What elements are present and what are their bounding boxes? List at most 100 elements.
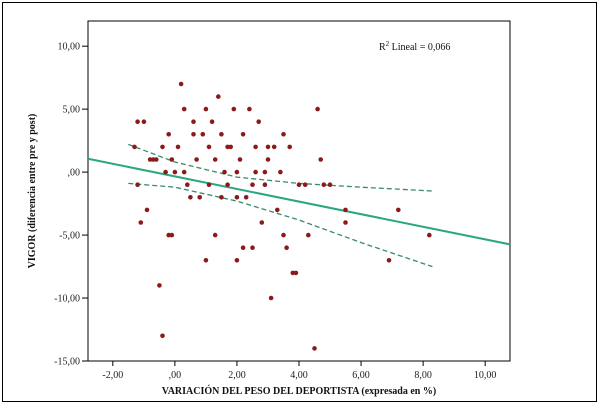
data-point [262, 169, 268, 175]
data-point [194, 157, 199, 162]
data-point [157, 283, 162, 288]
data-point [181, 169, 187, 175]
data-point [203, 258, 209, 263]
data-point [287, 144, 293, 150]
data-point [253, 144, 258, 150]
data-point [181, 106, 187, 112]
data-point [154, 157, 159, 162]
data-point [243, 195, 249, 200]
data-point [135, 182, 140, 187]
data-points [132, 81, 432, 351]
x-tick-label: 6,00 [352, 370, 370, 381]
data-point [284, 245, 289, 250]
y-axis-title: VIGOR (diferencia entre pre y post) [27, 114, 38, 269]
data-point [306, 232, 311, 238]
data-point [343, 207, 348, 213]
data-point [396, 207, 401, 213]
data-point [237, 157, 243, 162]
data-point [212, 232, 218, 238]
data-point [427, 232, 432, 238]
data-point [268, 295, 274, 301]
data-point [212, 157, 218, 162]
data-point [253, 169, 258, 175]
y-tick-label: 5,00 [63, 105, 81, 116]
data-point [271, 144, 277, 150]
data-point [135, 119, 140, 124]
data-point [175, 144, 181, 150]
data-point [191, 119, 196, 124]
data-point [296, 182, 302, 187]
data-point [160, 333, 165, 339]
data-point [265, 144, 271, 150]
data-point [312, 346, 317, 351]
r-squared-annotation: R2 Lineal = 0,066 [379, 40, 450, 53]
x-tick-label: 8,00 [414, 370, 432, 381]
data-point [256, 119, 261, 124]
data-point [327, 182, 333, 187]
data-point [281, 132, 286, 137]
data-point [206, 144, 212, 150]
confidence-band [128, 143, 433, 268]
data-point [169, 232, 175, 238]
data-point [240, 245, 246, 250]
data-point [265, 157, 271, 162]
data-point [262, 182, 268, 187]
y-tick-label: -5,00 [59, 231, 80, 242]
data-point [240, 132, 246, 137]
data-point [144, 207, 150, 213]
data-point [160, 144, 165, 150]
data-point [278, 169, 283, 175]
data-point [293, 270, 299, 276]
data-point [321, 182, 327, 187]
data-point [172, 169, 178, 175]
y-axis: 10,00 5,00 ,00 -5,00 -10,00 -15,00 [54, 42, 88, 368]
data-point [178, 81, 184, 87]
data-point [163, 169, 168, 175]
x-axis: -2,00 ,00 2,00 4,00 6,00 8,00 10,00 [102, 361, 496, 381]
data-point [250, 245, 255, 250]
data-point [343, 220, 348, 225]
data-point [225, 182, 230, 187]
data-point [188, 195, 193, 200]
data-point [216, 94, 221, 99]
data-point [132, 144, 137, 150]
data-point [206, 182, 212, 187]
y-tick-label: -10,00 [54, 294, 80, 305]
data-point [222, 169, 227, 175]
x-tick-label: 2,00 [228, 370, 246, 381]
data-point [281, 232, 286, 238]
data-point [275, 207, 280, 213]
data-point [259, 220, 265, 225]
data-point [138, 220, 144, 225]
data-point [185, 182, 190, 187]
data-point [166, 132, 171, 137]
data-point [209, 119, 215, 124]
data-point [203, 106, 209, 112]
scatter-chart: -2,00 ,00 2,00 4,00 6,00 8,00 10,00 10,00 5,00,… [27, 20, 511, 397]
x-tick-label: ,00 [169, 370, 182, 381]
data-point [231, 106, 237, 112]
chart-frame: -2,00 ,00 2,00 4,00 6,00 8,00 10,00 10,00 5,00,… [2, 2, 597, 402]
data-point [169, 157, 175, 162]
data-point [197, 195, 202, 200]
data-point [191, 132, 196, 137]
x-tick-label: -2,00 [102, 370, 123, 381]
x-tick-label: 4,00 [290, 370, 308, 381]
data-point [219, 132, 224, 137]
data-point [200, 132, 206, 137]
regression-line [87, 157, 511, 246]
data-point [386, 258, 392, 263]
data-point [141, 119, 147, 124]
data-point [234, 195, 240, 200]
fit-line [87, 157, 511, 246]
data-point [219, 195, 224, 200]
y-tick-label: ,00 [68, 168, 81, 179]
x-tick-label: 10,00 [474, 370, 497, 381]
data-point [225, 144, 230, 150]
ci-upper-line [128, 143, 433, 192]
data-point [318, 157, 324, 162]
x-axis-title: VARIACIÓN DEL PESO DEL DEPORTISTA (expre… [162, 385, 436, 397]
data-point [302, 182, 308, 187]
data-point [315, 106, 320, 112]
data-point [250, 182, 255, 187]
